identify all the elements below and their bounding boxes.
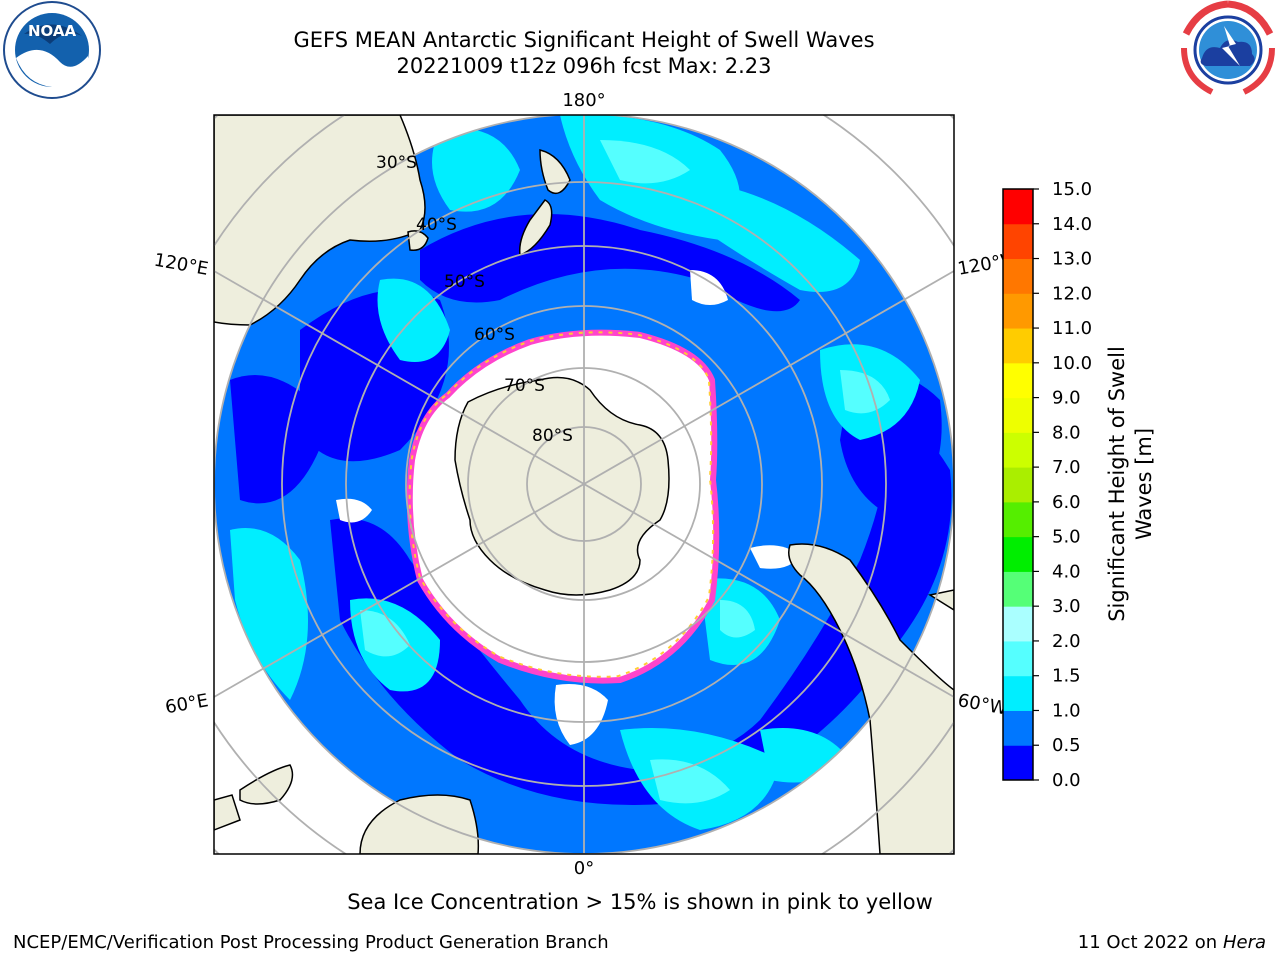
footer-credit: NCEP/EMC/Verification Post Processing Pr… [13,932,609,953]
colorbar-swatch [1003,362,1033,399]
colorbar-tick-label: 2.0 [1052,631,1081,652]
colorbar-ticks: 0.0 0.5 1.0 1.5 2.0 3.0 4.0 5.0 6.0 7.0 8.0 9.0 10.0… [1033,179,1092,791]
colorbar-swatch [1003,501,1033,538]
colorbar-tick-label: 13.0 [1052,249,1092,270]
colorbar-frame [1002,188,1034,781]
colorbar-swatch [1003,536,1033,572]
colorbar-tick-label: 0.5 [1052,735,1081,756]
colorbar [1003,189,1033,781]
colorbar-tick-label: 8.0 [1052,422,1081,443]
colorbar-tick-label: 0.0 [1052,770,1081,791]
noaa-logo: NOAA [3,1,101,99]
colorbar-tick-label: 6.0 [1052,492,1081,513]
colorbar-swatch [1003,328,1033,364]
nws-logo [1181,0,1275,97]
lat-label-30s: 30°S [376,153,417,173]
sea-ice-note: Sea Ice Concentration > 15% is shown in … [347,890,933,914]
colorbar-tick-label: 5.0 [1052,527,1081,548]
colorbar-tick-label: 12.0 [1052,283,1092,304]
colorbar-tick-label: 10.0 [1052,353,1092,374]
colorbar-tick-label: 1.5 [1052,666,1081,687]
colorbar-tick-label: 3.0 [1052,596,1081,617]
lat-label-40s: 40°S [416,215,457,235]
colorbar-swatch [1003,258,1033,294]
colorbar-swatch [1003,467,1033,503]
chart-subtitle: 20221009 t12z 096h fcst Max: 2.23 [396,54,772,78]
lat-label-60s: 60°S [474,325,515,345]
colorbar-tick-label: 4.0 [1052,561,1081,582]
colorbar-swatch [1003,745,1033,781]
colorbar-tick-label: 11.0 [1052,318,1092,339]
colorbar-swatch [1003,710,1033,746]
colorbar-swatch [1003,571,1033,607]
colorbar-swatch [1003,640,1033,677]
colorbar-tick-label: 15.0 [1052,179,1092,200]
footer-date-text: 11 Oct 2022 on [1077,932,1223,953]
lon-label-60e: 60°E [164,690,210,718]
lon-label-60w: 60°W [956,690,1009,719]
colorbar-swatch [1003,397,1033,433]
lon-label-180: 180° [562,90,605,111]
lat-label-70s: 70°S [504,376,545,396]
lon-label-120e: 120°E [152,250,210,280]
colorbar-tick-label: 1.0 [1052,700,1081,721]
colorbar-swatch [1003,675,1033,711]
colorbar-swatch [1003,606,1033,642]
colorbar-label-line2: Waves [m] [1132,428,1156,540]
colorbar-swatch [1003,432,1033,468]
noaa-logo-text: NOAA [28,22,77,40]
lat-label-50s: 50°S [444,272,485,292]
lon-label-0: 0° [574,858,594,879]
chart-title: GEFS MEAN Antarctic Significant Height o… [293,28,875,52]
footer-date: 11 Oct 2022 on Hera [1078,932,1266,953]
colorbar-swatch [1003,189,1033,225]
antarctica-landmass [454,376,670,596]
colorbar-swatch [1003,293,1033,329]
colorbar-tick-label: 9.0 [1052,388,1081,409]
map-frame [213,114,955,855]
lat-label-80s: 80°S [532,426,573,446]
footer-host: Hera [1222,932,1266,953]
colorbar-tick-label: 14.0 [1052,214,1092,235]
colorbar-label-line1: Significant Height of Swell [1105,346,1129,622]
colorbar-tick-label: 7.0 [1052,457,1081,478]
graticule [214,115,954,854]
colorbar-swatch [1003,223,1033,260]
